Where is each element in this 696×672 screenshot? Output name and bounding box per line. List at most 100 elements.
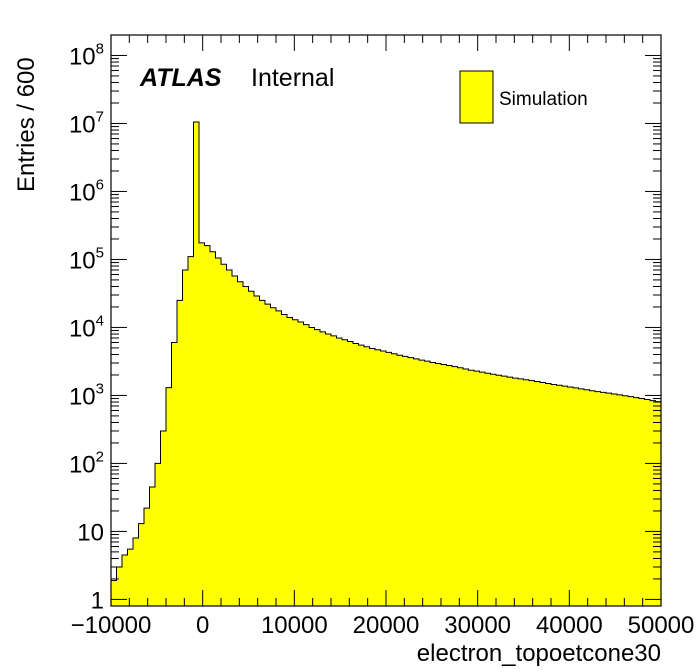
x-axis-title: electron_topoetcone30 — [417, 640, 661, 667]
histogram-bin — [353, 343, 359, 606]
histogram-bin — [111, 580, 117, 606]
histogram-bin — [391, 353, 398, 606]
histogram-bin — [463, 368, 469, 606]
y-tick-label: 1 — [91, 587, 104, 614]
y-tick-label: 103 — [69, 380, 104, 410]
x-tick-label: 20000 — [353, 612, 420, 639]
histogram-bin — [122, 554, 128, 606]
histogram-bin — [265, 304, 271, 606]
histogram-bin — [133, 538, 139, 606]
histogram-bin — [628, 396, 634, 606]
internal-label: Internal — [251, 64, 334, 92]
histogram-bin — [331, 335, 337, 606]
histogram-bin — [325, 334, 332, 606]
histogram-bin — [386, 352, 392, 606]
histogram-bin — [479, 372, 486, 606]
x-tick-label: 40000 — [536, 612, 603, 639]
histogram-bin — [441, 364, 447, 606]
x-axis: −10000 0 10000 20000 30000 40000 50000 — [71, 35, 695, 639]
histogram-bin — [254, 295, 260, 606]
histogram-bin — [292, 319, 299, 606]
histogram-bin — [287, 317, 293, 606]
histogram-bin — [573, 387, 579, 606]
histogram-bin — [215, 258, 222, 606]
histogram-bin — [188, 256, 194, 606]
histogram-bin — [578, 388, 585, 606]
histogram-bin — [474, 371, 480, 606]
y-axis-title: Entries / 600 — [13, 57, 40, 192]
histogram-bin — [358, 345, 365, 606]
histogram-bin — [430, 362, 436, 606]
histogram-bin — [534, 381, 541, 606]
histogram-bin — [320, 331, 326, 606]
histogram-bin — [342, 339, 348, 606]
histogram-bin — [496, 375, 502, 606]
histogram-bin — [512, 378, 519, 606]
legend: Simulation — [459, 70, 588, 124]
legend-label: Simulation — [499, 89, 588, 110]
histogram-bin — [551, 384, 557, 606]
histogram-bin — [226, 269, 233, 606]
histogram-bin — [446, 365, 453, 606]
histogram-bin — [375, 349, 381, 606]
histogram-bin — [298, 322, 304, 606]
histogram-bin — [408, 357, 414, 606]
y-tick-label: 106 — [69, 176, 104, 206]
histogram-bin — [204, 245, 211, 606]
histogram-bin — [259, 300, 266, 606]
histogram-bin — [309, 327, 315, 606]
histogram-bin — [606, 393, 612, 606]
histogram-bin — [655, 401, 662, 606]
histogram-bin — [144, 508, 150, 606]
histogram-bin — [314, 329, 321, 606]
histogram-bin — [276, 310, 282, 606]
histogram-bin — [600, 392, 607, 606]
histogram-bin — [545, 383, 552, 606]
y-tick-label: 107 — [69, 108, 104, 138]
histogram-bin — [116, 566, 123, 606]
histogram-bin — [364, 346, 370, 606]
histogram-bin — [485, 373, 491, 606]
histogram-bin — [193, 122, 200, 607]
y-tick-label: 10 — [77, 519, 104, 546]
histogram-bin — [556, 385, 563, 606]
histogram-bin — [369, 348, 376, 606]
histogram-bin — [402, 356, 409, 606]
x-tick-label: 30000 — [444, 612, 511, 639]
histogram-bin — [237, 281, 244, 606]
histogram-bin — [248, 291, 255, 606]
histogram-bin — [595, 391, 601, 606]
histogram-bin — [540, 382, 546, 606]
histogram-bin — [138, 523, 145, 606]
x-tick-label: 0 — [196, 612, 209, 639]
histogram-bin — [270, 307, 277, 606]
histogram-bin — [127, 549, 134, 606]
histogram-bin — [166, 387, 172, 606]
histogram-bin — [611, 393, 618, 606]
histogram-bin — [523, 379, 530, 606]
x-tick-label: −10000 — [71, 612, 152, 639]
histogram-bin — [501, 376, 508, 606]
histogram-bin — [584, 389, 590, 606]
histogram-bin — [589, 390, 596, 606]
histogram-bin — [149, 487, 156, 606]
histogram-bin — [347, 341, 354, 606]
histogram-bin — [633, 397, 640, 606]
histogram-bin — [650, 400, 656, 606]
histogram-bars — [110, 121, 662, 607]
y-tick-label: 104 — [69, 312, 104, 342]
y-axis: 1 10 102 103 104 105 106 107 108 — [69, 34, 661, 614]
histogram-bin — [210, 251, 216, 606]
histogram-bin — [177, 300, 183, 606]
histogram-bin — [567, 387, 574, 606]
x-tick-label: 10000 — [261, 612, 328, 639]
histogram-bin — [507, 377, 513, 606]
histogram-bin — [413, 358, 420, 606]
histogram-bin — [622, 395, 629, 606]
histogram-bin — [457, 367, 464, 606]
histogram-bin — [221, 264, 227, 606]
histogram-bin — [617, 394, 623, 606]
x-tick-label: 50000 — [628, 612, 695, 639]
y-tick-label: 108 — [69, 40, 104, 70]
